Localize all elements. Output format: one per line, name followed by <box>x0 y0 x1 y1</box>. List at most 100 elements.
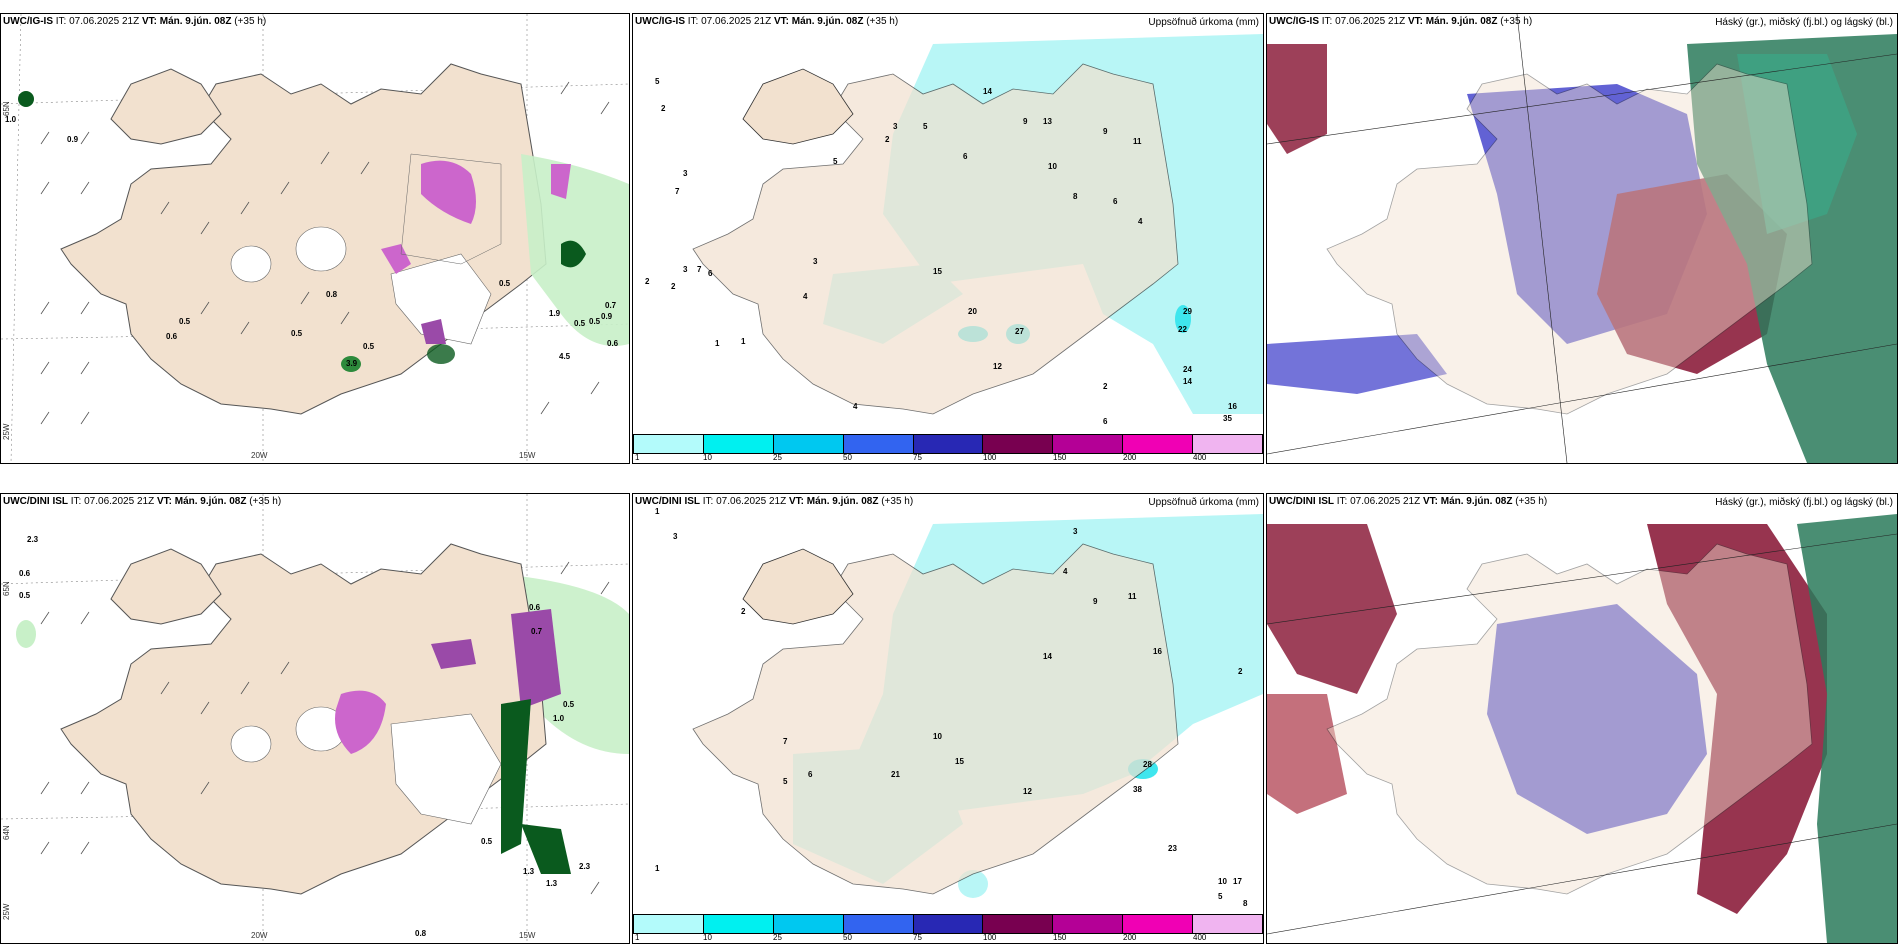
svg-text:7: 7 <box>675 187 680 196</box>
svg-text:6: 6 <box>1113 197 1118 206</box>
svg-text:5: 5 <box>923 122 928 131</box>
colorbar-swatch <box>1053 915 1124 933</box>
svg-text:9: 9 <box>1023 117 1028 126</box>
svg-text:6: 6 <box>963 152 968 161</box>
colorbar-swatch <box>983 915 1054 933</box>
colorbar-swatch <box>773 915 844 933</box>
svg-text:14: 14 <box>983 87 992 96</box>
lon-label: 25W <box>2 423 11 440</box>
svg-text:10: 10 <box>1048 162 1057 171</box>
panel-header: UWC/IG-IS IT: 07.06.2025 21Z VT: Mán. 9.… <box>635 16 899 27</box>
colorbar-swatch <box>983 435 1054 453</box>
colorbar-swatch <box>773 435 844 453</box>
lon-label: 15W <box>519 451 536 460</box>
colorbar-tick: 400 <box>1193 933 1207 942</box>
svg-text:22: 22 <box>1178 325 1187 334</box>
lat-label: 65N <box>2 101 11 116</box>
colorbar-swatch <box>703 915 774 933</box>
svg-text:3: 3 <box>1073 527 1078 536</box>
precip-map: 1 3 2 1 5 6 7 21 15 10 14 16 12 28 38 23… <box>655 507 1263 908</box>
colorbar-tick: 25 <box>773 453 782 462</box>
colorbar-tick: 50 <box>843 453 852 462</box>
value-label: 1.9 <box>549 309 561 318</box>
svg-text:5: 5 <box>833 157 838 166</box>
colorbar-swatch <box>634 915 704 933</box>
svg-text:6: 6 <box>1103 417 1108 426</box>
colorbar-swatch <box>1193 915 1263 933</box>
cloud-title: Háský (gr.), miðský (fj.bl.) og lágský (… <box>1715 17 1893 28</box>
svg-text:2: 2 <box>671 282 676 291</box>
value-label: 1.3 <box>523 867 535 876</box>
svg-text:8: 8 <box>1073 192 1078 201</box>
colorbar-tick: 150 <box>1053 453 1067 462</box>
precip-title: Uppsöfnuð úrkoma (mm) <box>1148 17 1259 28</box>
colorbar-tick: 50 <box>843 933 852 942</box>
precip-colorbar <box>633 914 1263 934</box>
svg-text:2: 2 <box>1238 667 1243 676</box>
precip-map: 5 2 3 2 7 3 7 6 2 1 1 4 5 3 2 5 6 14 15 … <box>645 34 1263 426</box>
value-label: 0.7 <box>531 627 543 636</box>
svg-text:3: 3 <box>683 265 688 274</box>
colorbar-swatch <box>1053 435 1124 453</box>
colorbar-tick: 1 <box>635 933 640 942</box>
colorbar-tick: 1 <box>635 453 640 462</box>
svg-text:9: 9 <box>1103 127 1108 136</box>
svg-text:12: 12 <box>1023 787 1032 796</box>
panel-bottom-middle-precip: 1 3 2 1 5 6 7 21 15 10 14 16 12 28 38 23… <box>632 493 1264 944</box>
lon-label: 20W <box>251 931 268 940</box>
svg-text:6: 6 <box>808 770 813 779</box>
precip-title: Uppsöfnuð úrkoma (mm) <box>1148 497 1259 508</box>
lat-label: 65N <box>2 581 11 596</box>
value-label: 0.6 <box>529 603 541 612</box>
lat-label: 64N <box>2 825 11 840</box>
svg-text:12: 12 <box>993 362 1002 371</box>
svg-text:24: 24 <box>1183 365 1192 374</box>
svg-text:21: 21 <box>891 770 900 779</box>
svg-text:28: 28 <box>1143 760 1152 769</box>
svg-text:2: 2 <box>885 135 890 144</box>
colorbar-swatch <box>1123 435 1194 453</box>
svg-text:2: 2 <box>1103 382 1108 391</box>
colorbar-tick: 10 <box>703 933 712 942</box>
colorbar-swatch <box>703 435 774 453</box>
panel-top-middle-precip: 5 2 3 2 7 3 7 6 2 1 1 4 5 3 2 5 6 14 15 … <box>632 13 1264 464</box>
svg-text:1: 1 <box>655 507 660 516</box>
svg-text:14: 14 <box>1183 377 1192 386</box>
value-label: 1.0 <box>5 115 17 124</box>
svg-text:7: 7 <box>697 265 702 274</box>
svg-text:3: 3 <box>683 169 688 178</box>
value-label: 0.5 <box>291 329 303 338</box>
colorbar-swatch <box>1193 435 1263 453</box>
value-label: 2.3 <box>27 535 39 544</box>
colorbar-tick: 75 <box>913 933 922 942</box>
svg-text:5: 5 <box>655 77 660 86</box>
value-label: 0.5 <box>563 700 575 709</box>
svg-text:1: 1 <box>741 337 746 346</box>
colorbar-swatch <box>634 435 704 453</box>
svg-text:17: 17 <box>1233 877 1242 886</box>
value-label: 0.6 <box>19 569 31 578</box>
colorbar-swatch <box>843 915 914 933</box>
svg-text:5: 5 <box>783 777 788 786</box>
value-label: 0.9 <box>601 312 613 321</box>
colorbar-swatch <box>913 435 984 453</box>
svg-text:4: 4 <box>803 292 808 301</box>
svg-text:5: 5 <box>1218 892 1223 901</box>
svg-text:16: 16 <box>1228 402 1237 411</box>
cloud-map <box>1267 14 1897 463</box>
value-label: 3.9 <box>346 359 358 368</box>
value-label: 0.8 <box>326 290 338 299</box>
value-label: 0.5 <box>481 837 493 846</box>
value-label: 0.5 <box>499 279 511 288</box>
value-label: 0.5 <box>179 317 191 326</box>
value-label: 0.7 <box>605 301 617 310</box>
panel-top-left-map: 1.0 0.9 0.8 0.5 0.6 0.5 0.5 3.9 0.5 0.5 … <box>0 13 630 464</box>
svg-text:20: 20 <box>968 307 977 316</box>
value-label: 0.6 <box>166 332 178 341</box>
colorbar-tick: 200 <box>1123 933 1137 942</box>
svg-text:4: 4 <box>1063 567 1068 576</box>
value-label: 2.3 <box>579 862 591 871</box>
lon-label: 20W <box>251 451 268 460</box>
svg-text:10: 10 <box>933 732 942 741</box>
svg-text:3: 3 <box>813 257 818 266</box>
